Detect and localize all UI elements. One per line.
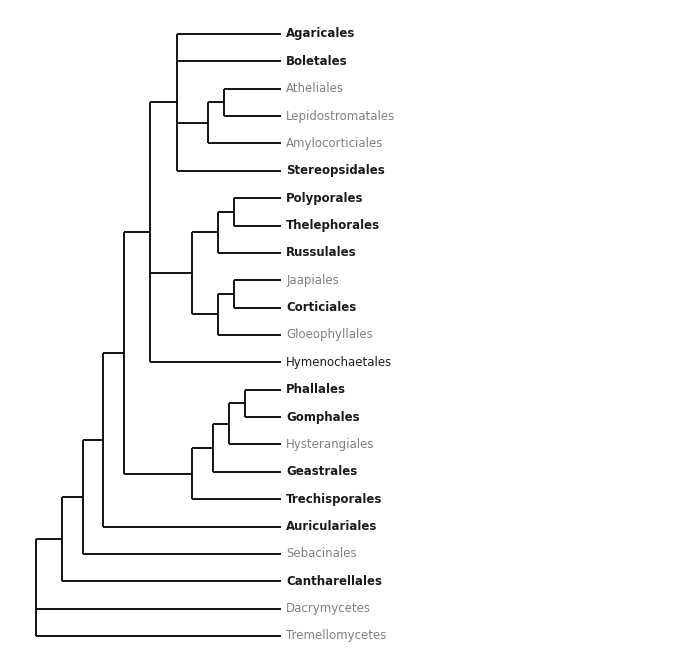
Text: Amylocorticiales: Amylocorticiales (286, 137, 384, 150)
Text: Atheliales: Atheliales (286, 82, 345, 95)
Text: Thelephorales: Thelephorales (286, 219, 380, 232)
Text: Hymenochaetales: Hymenochaetales (286, 356, 393, 369)
Text: Dacrymycetes: Dacrymycetes (286, 602, 371, 615)
Text: Corticiales: Corticiales (286, 301, 356, 314)
Text: Geastrales: Geastrales (286, 465, 358, 478)
Text: Cantharellales: Cantharellales (286, 575, 382, 588)
Text: Jaapiales: Jaapiales (286, 273, 339, 287)
Text: Agaricales: Agaricales (286, 28, 356, 40)
Text: Gloeophyllales: Gloeophyllales (286, 328, 373, 341)
Text: Phallales: Phallales (286, 383, 347, 396)
Text: Auriculariales: Auriculariales (286, 520, 377, 533)
Text: Boletales: Boletales (286, 55, 348, 68)
Text: Polyporales: Polyporales (286, 192, 364, 205)
Text: Stereopsidales: Stereopsidales (286, 164, 385, 177)
Text: Trechisporales: Trechisporales (286, 493, 383, 505)
Text: Gomphales: Gomphales (286, 411, 360, 424)
Text: Tremellomycetes: Tremellomycetes (286, 629, 386, 643)
Text: Sebacinales: Sebacinales (286, 548, 357, 560)
Text: Lepidostromatales: Lepidostromatales (286, 109, 395, 123)
Text: Russulales: Russulales (286, 246, 357, 260)
Text: Hysterangiales: Hysterangiales (286, 438, 375, 451)
